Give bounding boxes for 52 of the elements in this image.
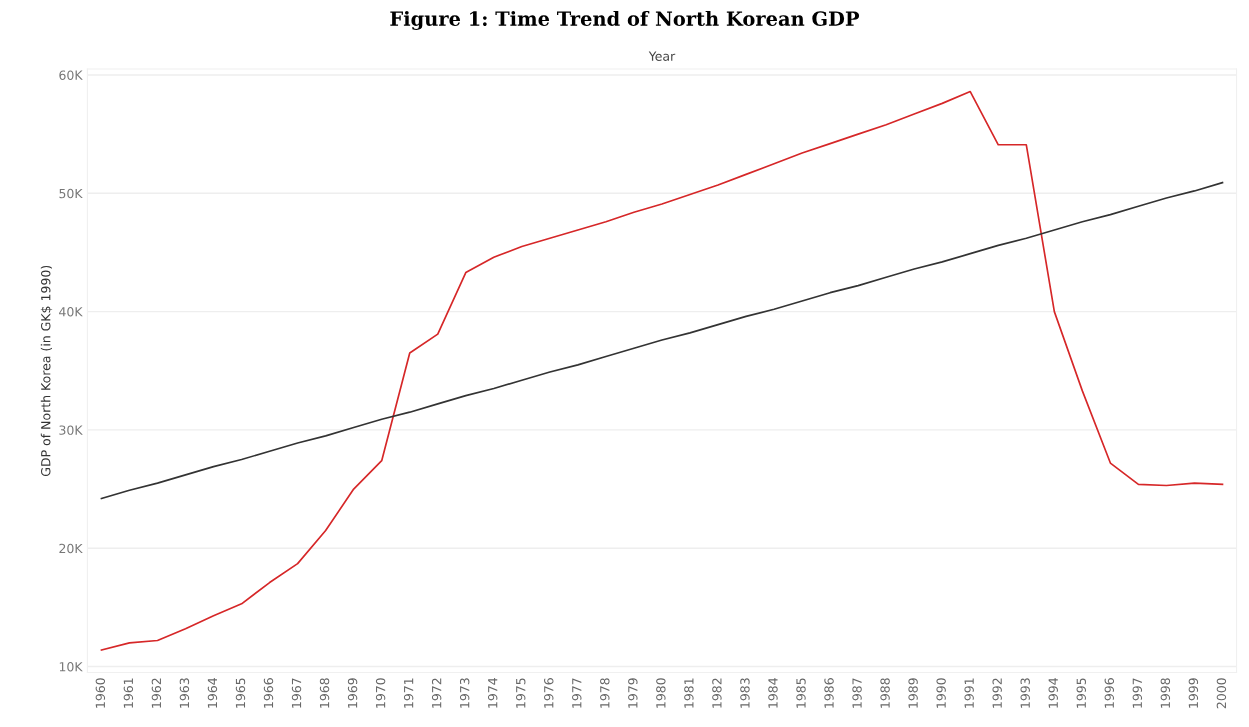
x-tick-label: 1961 [123,678,134,708]
x-tick-label: 1991 [964,678,974,708]
x-tick-label: 1994 [1048,678,1058,708]
x-tick-label: 1998 [1160,678,1171,708]
x-tick-label: 1965 [235,678,246,708]
x-tick-label: 1969 [347,678,358,708]
x-tick-label: 1993 [1020,678,1030,708]
y-tick-label: 40K [59,307,83,317]
line-series [100,90,1224,651]
x-tick-label: 1977 [572,678,582,708]
x-tick-label: 1970 [375,678,386,708]
y-tick-label: 30K [59,425,83,435]
x-tick-label: 1983 [740,678,750,708]
x-tick-label: 1989 [908,678,918,708]
x-tick-label: 1967 [291,678,302,708]
y-tick-label: 20K [59,543,83,554]
x-tick-label: 1988 [880,678,890,708]
y-tick-label: 50K [59,188,83,199]
x-tick-label: 1979 [628,678,638,708]
y-axis-title: GDP of North Korea (in GK$ 1990) [40,265,53,477]
x-tick-label: 1974 [487,678,498,708]
x-tick-label: 2000 [1216,678,1227,709]
x-tick-label: 1982 [712,678,722,708]
x-tick-label: 1985 [796,678,806,708]
x-tick-label: 1999 [1188,678,1199,708]
x-tick-label: 1997 [1132,678,1143,708]
x-tick-label: 1973 [459,678,470,708]
x-axis-title: Year [648,51,676,61]
x-tick-label: 1962 [151,678,162,708]
x-tick-label: 1996 [1104,678,1115,708]
x-tick-label: 1981 [684,678,694,708]
y-tick-label: 60K [59,70,83,80]
x-tick-label: 1964 [207,678,218,708]
x-tick-label: 1992 [992,678,1002,708]
y-tick-label: 10K [59,662,83,672]
x-tick-label: 1987 [852,678,862,708]
x-tick-label: 1975 [516,678,526,708]
x-tick-label: 1990 [936,678,946,708]
x-tick-label: 1976 [544,678,554,708]
x-tick-label: 1978 [600,678,610,708]
chart-title: Figure 1: Time Trend of North Korean GDP [390,10,860,30]
x-tick-label: 1984 [768,678,778,708]
x-tick-label: 1986 [824,678,834,708]
line-series [100,181,1224,500]
x-tick-label: 1980 [656,678,666,708]
x-tick-label: 1995 [1076,678,1086,708]
x-tick-label: 1960 [95,678,106,708]
x-tick-label: 1966 [263,678,274,708]
x-tick-label: 1968 [319,678,330,708]
x-tick-label: 1963 [179,678,190,708]
x-tick-label: 1972 [431,678,442,708]
x-tick-label: 1971 [403,678,414,708]
